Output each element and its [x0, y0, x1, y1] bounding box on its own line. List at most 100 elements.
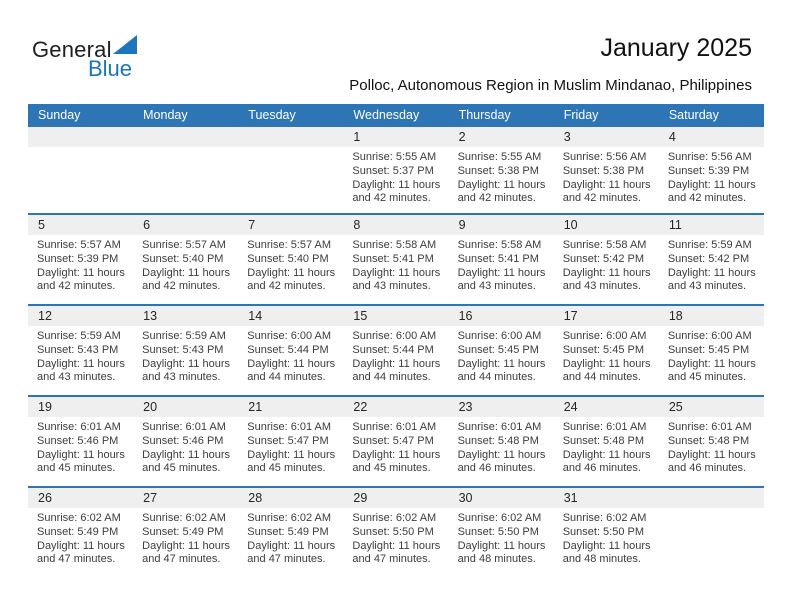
day-number — [28, 127, 134, 147]
weekday-header-cell-tuesday: Tuesday — [248, 108, 296, 122]
week-row: 19 Sunrise: 6:01 AM Sunset: 5:46 PM Dayligh… — [28, 395, 764, 486]
day-details: Sunrise: 5:55 AM Sunset: 5:37 PM Daylight:… — [343, 147, 448, 206]
page-title: January 2025 — [600, 34, 752, 62]
sunset-text: Sunset: 5:45 PM — [667, 343, 750, 356]
day-number: 1 — [343, 127, 449, 147]
sunset-text: Sunset: 5:46 PM — [142, 434, 224, 447]
empty-day-cell — [238, 127, 344, 213]
daylight-text: Daylight: 11 hours and 48 minutes. — [457, 539, 546, 566]
sunrise-text: Sunrise: 6:02 AM — [562, 512, 647, 524]
calendar-body: 1 Sunrise: 5:55 AM Sunset: 5:37 PM Daylight… — [28, 127, 764, 577]
day-cell-23: 23 Sunrise: 6:01 AM Sunset: 5:48 PM Dayligh… — [448, 397, 554, 486]
day-details: Sunrise: 5:59 AM Sunset: 5:43 PM Daylight:… — [28, 326, 133, 385]
day-details: Sunrise: 6:01 AM Sunset: 5:46 PM Daylight:… — [28, 417, 133, 476]
day-cell-14: 14 Sunrise: 6:00 AM Sunset: 5:44 PM Dayligh… — [238, 306, 344, 395]
sunrise-text: Sunrise: 6:00 AM — [667, 330, 752, 342]
week-row: 12 Sunrise: 5:59 AM Sunset: 5:43 PM Dayligh… — [28, 304, 764, 395]
day-cell-5: 5 Sunrise: 5:57 AM Sunset: 5:39 PM Daylight… — [28, 215, 134, 304]
daylight-text: Daylight: 11 hours and 42 minutes. — [667, 178, 756, 205]
day-cell-22: 22 Sunrise: 6:01 AM Sunset: 5:47 PM Dayligh… — [343, 397, 449, 486]
day-cell-28: 28 Sunrise: 6:02 AM Sunset: 5:49 PM Dayligh… — [238, 488, 344, 577]
day-number: 14 — [238, 306, 344, 326]
sunrise-text: Sunrise: 6:01 AM — [457, 421, 542, 433]
day-cell-1: 1 Sunrise: 5:55 AM Sunset: 5:37 PM Daylight… — [343, 127, 449, 213]
sunset-text: Sunset: 5:44 PM — [352, 343, 434, 356]
sunset-text: Sunset: 5:49 PM — [142, 525, 224, 538]
day-number — [133, 127, 239, 147]
sunset-text: Sunset: 5:50 PM — [457, 525, 539, 538]
page-subtitle: Polloc, Autonomous Region in Muslim Mind… — [349, 77, 752, 94]
sunrise-text: Sunrise: 6:01 AM — [667, 421, 752, 433]
day-number — [658, 488, 764, 508]
empty-day-cell — [133, 127, 239, 213]
day-number: 28 — [238, 488, 344, 508]
daylight-text: Daylight: 11 hours and 43 minutes. — [667, 266, 756, 293]
sunset-text: Sunset: 5:42 PM — [667, 252, 750, 265]
daylight-text: Daylight: 11 hours and 45 minutes. — [142, 448, 230, 475]
day-cell-17: 17 Sunrise: 6:00 AM Sunset: 5:45 PM Dayligh… — [553, 306, 659, 395]
weekday-header-cell-friday: Friday — [563, 108, 599, 122]
day-details: Sunrise: 5:57 AM Sunset: 5:40 PM Daylight:… — [238, 235, 343, 294]
sunrise-text: Sunrise: 6:01 AM — [37, 421, 121, 433]
sunset-text: Sunset: 5:45 PM — [457, 343, 539, 356]
sunrise-text: Sunrise: 5:57 AM — [142, 239, 226, 251]
sunrise-text: Sunrise: 5:55 AM — [352, 151, 437, 163]
day-cell-12: 12 Sunrise: 5:59 AM Sunset: 5:43 PM Dayligh… — [28, 306, 134, 395]
sunrise-text: Sunrise: 5:59 AM — [37, 330, 121, 342]
sunset-text: Sunset: 5:49 PM — [247, 525, 329, 538]
week-row: 26 Sunrise: 6:02 AM Sunset: 5:49 PM Dayligh… — [28, 486, 764, 577]
day-details: Sunrise: 6:02 AM Sunset: 5:49 PM Daylight:… — [238, 508, 343, 567]
daylight-text: Daylight: 11 hours and 44 minutes. — [457, 357, 546, 384]
day-number: 29 — [343, 488, 449, 508]
weekday-header-cell-saturday: Saturday — [668, 108, 719, 122]
day-details: Sunrise: 5:56 AM Sunset: 5:38 PM Daylight:… — [554, 147, 659, 206]
day-details: Sunrise: 6:02 AM Sunset: 5:50 PM Daylight:… — [449, 508, 554, 567]
day-details: Sunrise: 6:01 AM Sunset: 5:47 PM Daylight:… — [238, 417, 343, 476]
weekday-header-cell-monday: Monday — [143, 108, 188, 122]
day-cell-6: 6 Sunrise: 5:57 AM Sunset: 5:40 PM Daylight… — [133, 215, 239, 304]
daylight-text: Daylight: 11 hours and 42 minutes. — [352, 178, 441, 205]
day-cell-8: 8 Sunrise: 5:58 AM Sunset: 5:41 PM Daylight… — [343, 215, 449, 304]
day-details: Sunrise: 6:00 AM Sunset: 5:44 PM Daylight:… — [343, 326, 448, 385]
sunrise-text: Sunrise: 6:00 AM — [352, 330, 437, 342]
day-cell-20: 20 Sunrise: 6:01 AM Sunset: 5:46 PM Dayligh… — [133, 397, 239, 486]
daylight-text: Daylight: 11 hours and 47 minutes. — [247, 539, 336, 566]
daylight-text: Daylight: 11 hours and 42 minutes. — [562, 178, 651, 205]
day-number: 10 — [553, 215, 659, 235]
day-cell-2: 2 Sunrise: 5:55 AM Sunset: 5:38 PM Daylight… — [448, 127, 554, 213]
daylight-text: Daylight: 11 hours and 46 minutes. — [562, 448, 651, 475]
day-cell-13: 13 Sunrise: 5:59 AM Sunset: 5:43 PM Dayligh… — [133, 306, 239, 395]
sunset-text: Sunset: 5:48 PM — [667, 434, 750, 447]
sunset-text: Sunset: 5:42 PM — [562, 252, 645, 265]
sunset-text: Sunset: 5:49 PM — [37, 525, 119, 538]
sunrise-text: Sunrise: 6:02 AM — [352, 512, 437, 524]
sunrise-text: Sunrise: 5:56 AM — [667, 151, 752, 163]
day-number: 5 — [28, 215, 134, 235]
sunrise-text: Sunrise: 5:59 AM — [142, 330, 226, 342]
day-details: Sunrise: 6:02 AM Sunset: 5:49 PM Daylight:… — [28, 508, 133, 567]
day-number: 4 — [658, 127, 764, 147]
day-cell-3: 3 Sunrise: 5:56 AM Sunset: 5:38 PM Daylight… — [553, 127, 659, 213]
daylight-text: Daylight: 11 hours and 46 minutes. — [667, 448, 756, 475]
calendar-table: Sunday Monday Tuesday Wednesday Thursday Frid… — [28, 104, 764, 577]
day-cell-24: 24 Sunrise: 6:01 AM Sunset: 5:48 PM Dayligh… — [553, 397, 659, 486]
sunset-text: Sunset: 5:48 PM — [457, 434, 539, 447]
sunrise-text: Sunrise: 6:02 AM — [37, 512, 121, 524]
sunset-text: Sunset: 5:47 PM — [352, 434, 434, 447]
day-details: Sunrise: 5:56 AM Sunset: 5:39 PM Daylight:… — [659, 147, 764, 206]
day-cell-29: 29 Sunrise: 6:02 AM Sunset: 5:50 PM Dayligh… — [343, 488, 449, 577]
day-cell-21: 21 Sunrise: 6:01 AM Sunset: 5:47 PM Dayligh… — [238, 397, 344, 486]
day-details: Sunrise: 6:02 AM Sunset: 5:50 PM Daylight:… — [554, 508, 659, 567]
day-number — [238, 127, 344, 147]
daylight-text: Daylight: 11 hours and 44 minutes. — [352, 357, 441, 384]
daylight-text: Daylight: 11 hours and 42 minutes. — [457, 178, 546, 205]
day-number: 11 — [658, 215, 764, 235]
day-number: 12 — [28, 306, 134, 326]
day-number: 17 — [553, 306, 659, 326]
week-row: 5 Sunrise: 5:57 AM Sunset: 5:39 PM Daylight… — [28, 213, 764, 304]
daylight-text: Daylight: 11 hours and 43 minutes. — [457, 266, 546, 293]
sunset-text: Sunset: 5:44 PM — [247, 343, 329, 356]
day-details: Sunrise: 6:00 AM Sunset: 5:44 PM Daylight:… — [238, 326, 343, 385]
day-details: Sunrise: 5:59 AM Sunset: 5:43 PM Daylight:… — [133, 326, 238, 385]
week-row: 1 Sunrise: 5:55 AM Sunset: 5:37 PM Daylight… — [28, 127, 764, 213]
